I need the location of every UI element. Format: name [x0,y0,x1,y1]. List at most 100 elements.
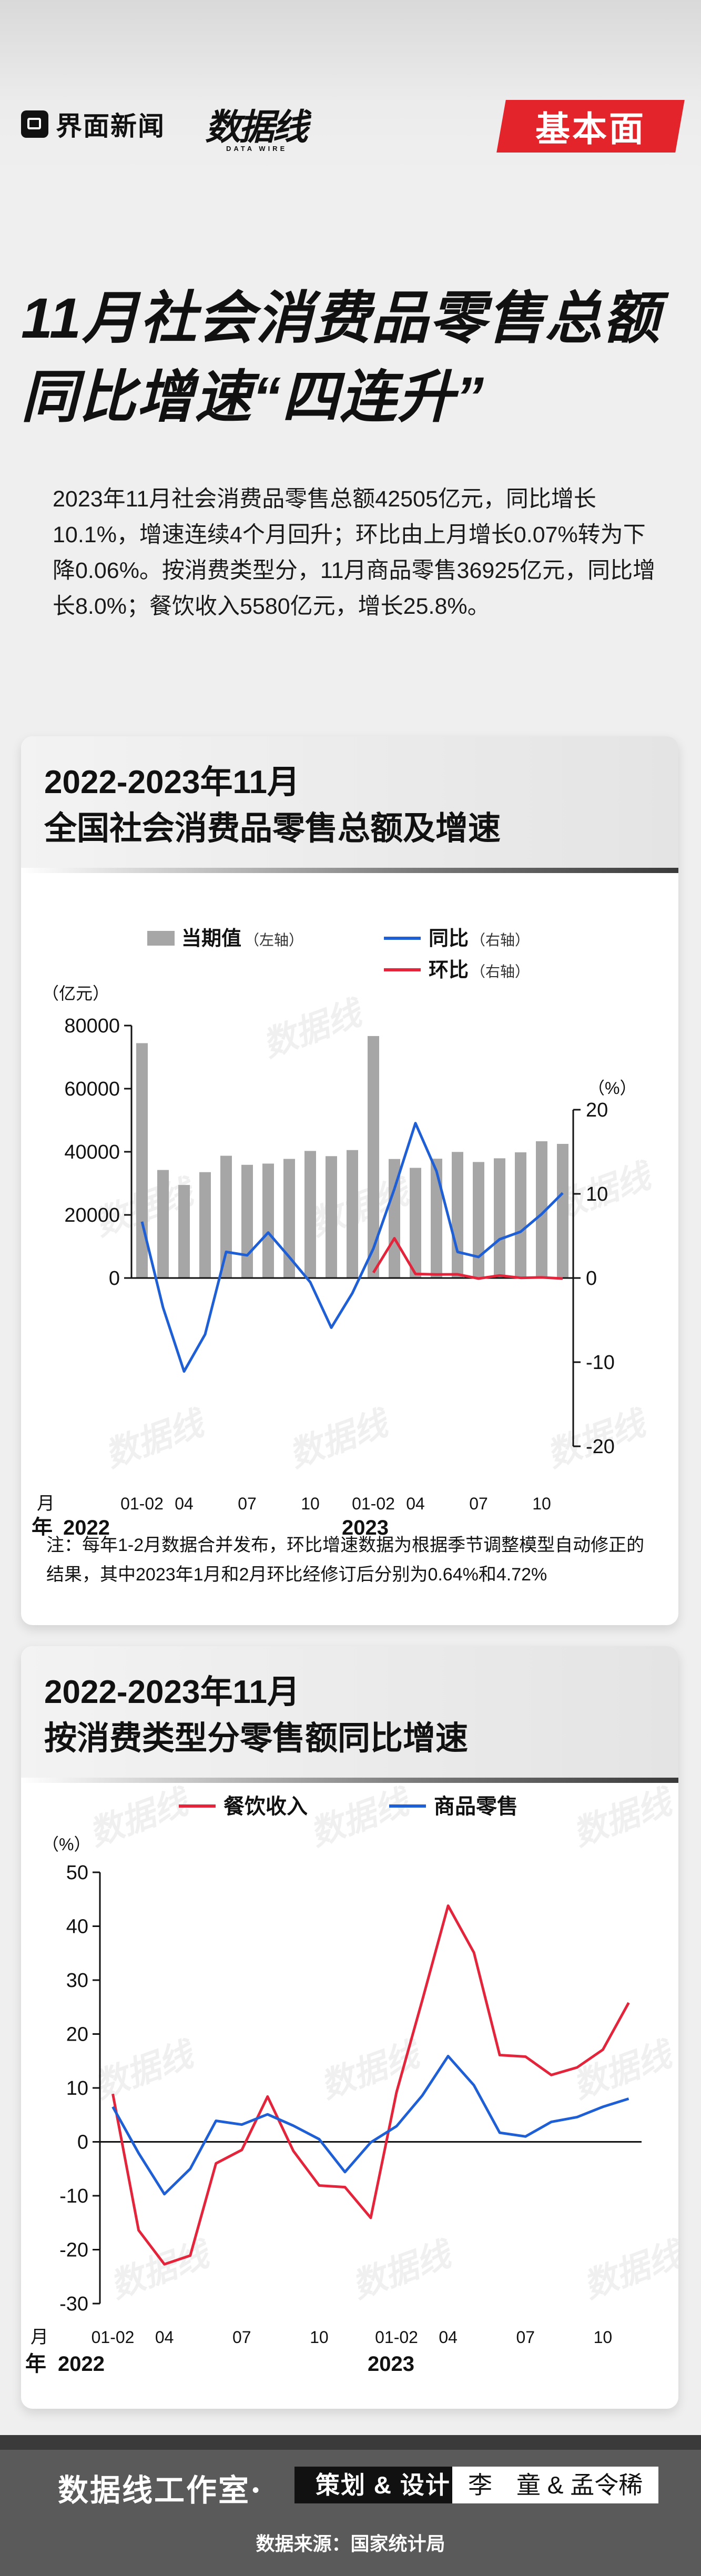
y-right-unit: （%） [588,1079,636,1098]
bar-current-value [473,1162,484,1278]
watermark-text: 数据线 [105,2234,217,2305]
x-tick-label: 07 [232,2328,251,2347]
x-year-2023: 2023 [342,1516,389,1536]
footer-divider [0,2435,701,2450]
legend-goods-label: 商品零售 [434,1795,518,1818]
designer-names: 李 童 & 孟令稀 [452,2467,659,2503]
y-left-tick-label: 20000 [64,1204,120,1226]
legend-bar-swatch [147,931,175,946]
legend-bar-axis: （左轴） [245,932,303,948]
bar-current-value [389,1159,400,1278]
footer: 数据线工作室· 策划 & 设计 李 童 & 孟令稀 数据来源：国家统计局 [0,2435,701,2576]
chart2-header: 2022-2023年11月 按消费类型分零售额同比增速 [21,1646,678,1783]
y-tick-label: 20 [66,2024,88,2046]
bar-current-value [220,1155,232,1278]
y-right-tick-label: 20 [586,1099,608,1121]
bar-current-value [241,1164,253,1278]
bar-current-value [326,1156,337,1278]
brand-name: 界面新闻 [56,111,165,141]
x-tick-label: 10 [594,2328,613,2347]
y-tick-label: 10 [66,2077,88,2100]
x-tick-label: 10 [310,2328,329,2347]
brand-logo-icon [21,110,48,138]
chart2-title-line1: 2022-2023年11月 [44,1674,300,1710]
x-tick-label: 01-02 [352,1494,395,1513]
chart1-svg: 数据线数据线数据线数据线数据线数据线数据线当期值（左轴）同比（右轴）环比（右轴）… [32,928,658,1536]
bar-current-value [410,1168,421,1278]
bar-current-value [494,1158,505,1278]
bar-current-value [304,1151,316,1278]
legend-mom-label: 环比 [429,959,469,981]
bar-current-value [515,1152,526,1278]
series-mom-line [372,1237,563,1280]
page-title-line1: 11月社会消费品零售总额 [21,286,661,350]
data-source: 数据来源：国家统计局 [256,2533,445,2554]
x-year-label: 年 [25,2352,46,2376]
x-tick-label: 04 [439,2328,458,2347]
y-right-tick-label: 10 [586,1183,608,1205]
x-tick-label: 01-02 [120,1494,164,1513]
y-tick-label: 40 [66,1916,88,1938]
bar-current-value [136,1043,148,1278]
series-yoy-line [140,1122,564,1373]
intro-paragraph: 2023年11月社会消费品零售总额42505亿元，同比增长10.1%，增速连续4… [53,486,656,619]
y-right-tick-label: -20 [586,1436,615,1458]
y-tick-label: -30 [59,2293,88,2315]
x-month-label: 月 [37,1494,55,1514]
chart2-card: 2022-2023年11月 按消费类型分零售额同比增速 数据线 数据线 数据线 数据线… [21,1646,678,2409]
datawire-logo-cn: 数据线 [205,106,308,148]
chart1-title: 2022-2023年11月 全国社会消费品零售总额及增速 [44,759,501,852]
watermark-text: 数据线 [568,1783,678,1853]
chart1-title-line1: 2022-2023年11月 [44,764,300,800]
y-right-tick-label: -10 [586,1352,615,1374]
x-tick-label: 07 [469,1494,488,1513]
chart1-header: 2022-2023年11月 全国社会消费品零售总额及增速 [21,736,678,873]
chart2-title-line2: 按消费类型分零售额同比增速 [44,1720,469,1757]
x-year-2022: 2022 [63,1516,110,1536]
x-tick-label: 10 [301,1494,320,1513]
bar-current-value [368,1036,379,1278]
bar-current-value [283,1159,295,1278]
watermark-text: 数据线 [305,1783,416,1853]
chart1-note: 注：每年1-2月数据合并发布，环比增速数据为根据季节调整模型自动修正的结果，其中… [46,1535,645,1585]
watermark-text: 数据线 [84,1783,196,1853]
brand: 界面新闻 [21,105,165,143]
y-tick-label: 0 [77,2132,88,2154]
x-tick-label: 01-02 [375,2328,418,2347]
watermark-text: 数据线 [568,2034,678,2105]
watermark-text: 数据线 [347,2234,459,2305]
chart1-card: 2022-2023年11月 全国社会消费品零售总额及增速 数据线 数据线 数据线 数据… [21,736,678,1625]
legend-catering-label: 餐饮收入 [223,1795,308,1818]
bar-current-value [431,1159,442,1278]
x-tick-label: 07 [516,2328,535,2347]
y-left-tick-label: 40000 [64,1141,120,1163]
y-tick-label: 30 [66,1970,88,1992]
x-tick-label: 01-02 [92,2328,135,2347]
legend-yoy-axis: （右轴） [471,932,530,948]
page-title: 11月社会消费品零售总额 同比增速“四连升” [21,279,661,437]
y-left-tick-label: 0 [109,1267,120,1290]
x-year-2023: 2023 [368,2352,414,2376]
category-badge-label: 基本面 [535,109,646,148]
legend-yoy-label: 同比 [429,928,469,950]
legend-bar-label: 当期值 [181,928,241,950]
bar-current-value [262,1163,274,1278]
x-tick-label: 04 [175,1494,194,1513]
series-goods-line [111,2055,629,2196]
chart1-title-line2: 全国社会消费品零售总额及增速 [44,810,501,847]
x-year-label: 年 [32,1516,53,1536]
y-tick-label: 50 [66,1862,88,1884]
y-tick-label: -10 [59,2185,88,2207]
category-badge: 基本面 [496,100,685,153]
series-catering-line [111,1904,630,2266]
datawire-logo-en: DATA WIRE [226,145,288,153]
y-right-tick-label: 0 [586,1267,597,1290]
x-tick-label: 04 [406,1494,425,1513]
watermark-text: 数据线 [578,2234,678,2305]
x-tick-label: 10 [532,1494,551,1513]
y-left-tick-label: 60000 [64,1078,120,1100]
x-year-2022: 2022 [58,2352,105,2376]
y-tick-label: -20 [59,2239,88,2261]
bar-current-value [452,1152,463,1278]
